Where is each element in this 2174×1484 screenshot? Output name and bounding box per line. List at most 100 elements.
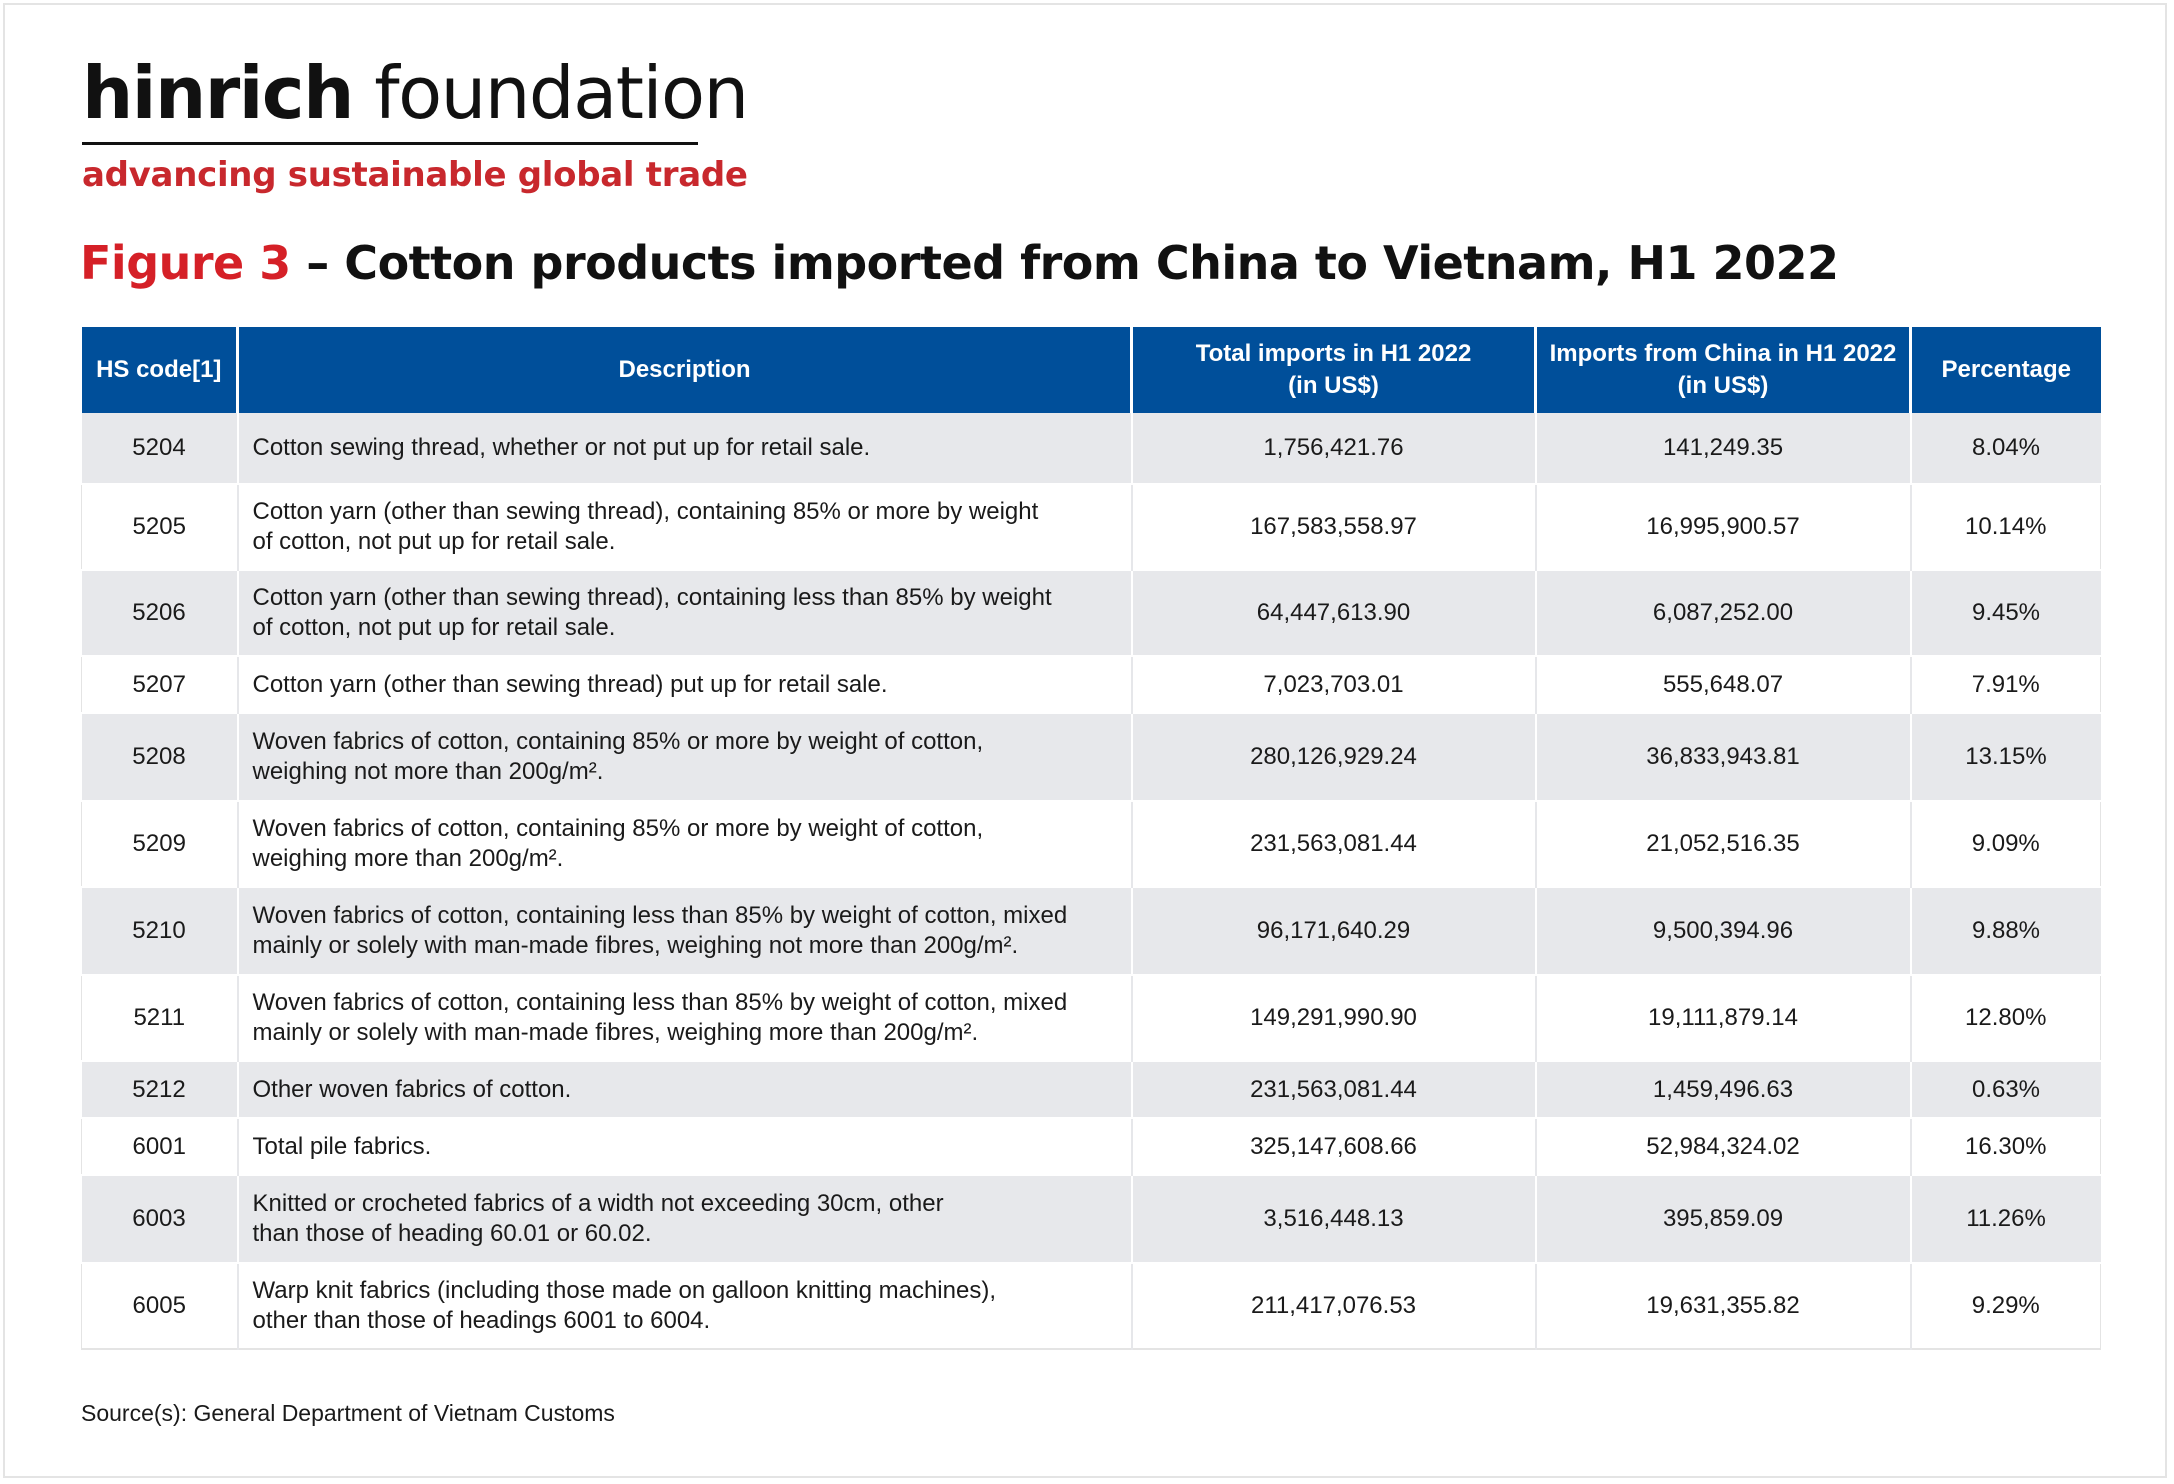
percentage-cell: 9.29% [1910, 1263, 2101, 1349]
hs-code-cell: 5207 [81, 656, 239, 713]
description-cell: Woven fabrics of cotton, containing less… [237, 887, 1133, 975]
table-row: 5205 Cotton yarn (other than sewing threa… [81, 484, 2101, 570]
china-imports-cell: 21,052,516.35 [1535, 801, 1912, 887]
description-cell: Woven fabrics of cotton, containing 85% … [237, 801, 1133, 887]
hs-code-cell: 5210 [81, 887, 239, 975]
description-line-1: Woven fabrics of cotton, containing less… [252, 989, 1068, 1016]
description-line-2: than those of heading 60.01 or 60.02. [252, 1220, 652, 1247]
figure-label: Figure 3 [80, 236, 291, 290]
table-row: 5208 Woven fabrics of cotton, containing … [81, 713, 2101, 801]
description-line-1: Cotton yarn (other than sewing thread) p… [252, 670, 888, 698]
description-cell: Knitted or crocheted fabrics of a width … [237, 1175, 1133, 1263]
percentage-cell: 8.04% [1910, 413, 2101, 484]
description-cell: Cotton sewing thread, whether or not put… [237, 413, 1133, 484]
percentage-cell: 9.45% [1910, 570, 2101, 656]
percentage-cell: 9.09% [1910, 801, 2101, 887]
hs-code-cell: 6003 [81, 1175, 239, 1263]
description-line-1: Warp knit fabrics (including those made … [252, 1277, 996, 1304]
logo-light-text: foundation [374, 51, 749, 135]
hinrich-logo: hinrich foundation advancing sustainable… [82, 50, 749, 195]
total-imports-cell: 1,756,421.76 [1131, 413, 1537, 484]
china-imports-cell: 395,859.09 [1535, 1175, 1912, 1263]
percentage-cell: 16.30% [1910, 1118, 2101, 1175]
header-china-line2: (in US$) [1677, 372, 1769, 399]
description-line-1: Knitted or crocheted fabrics of a width … [252, 1190, 944, 1217]
description-line-1: Cotton yarn (other than sewing thread), … [252, 584, 1052, 611]
header-china-line1: Imports from China in H1 2022 [1549, 340, 1897, 367]
description-line-1: Other woven fabrics of cotton. [252, 1075, 572, 1103]
total-imports-cell: 96,171,640.29 [1131, 887, 1537, 975]
description-line-1: Cotton yarn (other than sewing thread), … [252, 498, 1039, 525]
total-imports-cell: 3,516,448.13 [1131, 1175, 1537, 1263]
description-line-2: of cotton, not put up for retail sale. [252, 614, 616, 641]
table-row: 5207 Cotton yarn (other than sewing threa… [81, 656, 2101, 713]
description-cell: Cotton yarn (other than sewing thread), … [237, 484, 1133, 570]
total-imports-cell: 167,583,558.97 [1131, 484, 1537, 570]
china-imports-cell: 52,984,324.02 [1535, 1118, 1912, 1175]
percentage-cell: 9.88% [1910, 887, 2101, 975]
china-imports-cell: 19,631,355.82 [1535, 1263, 1912, 1349]
header-percentage: Percentage [1910, 327, 2101, 413]
china-imports-cell: 6,087,252.00 [1535, 570, 1912, 656]
table-row: 6005 Warp knit fabrics (including those m… [81, 1263, 2101, 1349]
table-row: 5209 Woven fabrics of cotton, containing … [81, 801, 2101, 887]
figure-title-text: – Cotton products imported from China to… [306, 236, 1839, 290]
total-imports-cell: 231,563,081.44 [1131, 1061, 1537, 1118]
china-imports-cell: 19,111,879.14 [1535, 975, 1912, 1061]
description-line-2: other than those of headings 6001 to 600… [252, 1307, 711, 1334]
description-line-1: Cotton sewing thread, whether or not put… [252, 434, 871, 461]
total-imports-cell: 231,563,081.44 [1131, 801, 1537, 887]
description-cell: Cotton yarn (other than sewing thread) p… [237, 656, 1133, 713]
hs-code-cell: 5204 [81, 413, 239, 484]
table-row: 5211 Woven fabrics of cotton, containing … [81, 975, 2101, 1061]
description-line-1: Woven fabrics of cotton, containing 85% … [252, 728, 984, 755]
description-line-2: mainly or solely with man-made fibres, w… [252, 932, 1019, 959]
china-imports-cell: 16,995,900.57 [1535, 484, 1912, 570]
header-total-imports: Total imports in H1 2022 (in US$) [1131, 327, 1537, 413]
description-cell: Cotton yarn (other than sewing thread), … [237, 570, 1133, 656]
china-imports-cell: 555,648.07 [1535, 656, 1912, 713]
total-imports-cell: 211,417,076.53 [1131, 1263, 1537, 1349]
description-line-1: Woven fabrics of cotton, containing less… [252, 902, 1068, 929]
china-imports-cell: 1,459,496.63 [1535, 1061, 1912, 1118]
source-note: Source(s): General Department of Vietnam… [81, 1400, 615, 1426]
hs-code-cell: 5205 [81, 484, 239, 570]
description-line-1: Woven fabrics of cotton, containing 85% … [252, 815, 984, 842]
description-line-2: weighing more than 200g/m². [252, 845, 564, 872]
hs-code-cell: 6005 [81, 1263, 239, 1349]
header-total-line1: Total imports in H1 2022 [1195, 340, 1472, 367]
description-line-1: Total pile fabrics. [252, 1132, 432, 1160]
total-imports-cell: 149,291,990.90 [1131, 975, 1537, 1061]
figure-title: Figure 3 – Cotton products imported from… [80, 236, 1839, 290]
description-cell: Woven fabrics of cotton, containing 85% … [237, 713, 1133, 801]
table-row: 5212 Other woven fabrics of cotton. 231,56… [81, 1061, 2101, 1118]
imports-table: HS code[1] Description Total imports in … [81, 327, 2101, 1350]
percentage-cell: 7.91% [1910, 656, 2101, 713]
description-line-2: of cotton, not put up for retail sale. [252, 528, 616, 555]
description-line-2: weighing not more than 200g/m². [252, 758, 604, 785]
table-row: 5204 Cotton sewing thread, whether or not… [81, 413, 2101, 484]
description-line-2: mainly or solely with man-made fibres, w… [252, 1019, 979, 1046]
header-china-imports: Imports from China in H1 2022 (in US$) [1535, 327, 1912, 413]
total-imports-cell: 64,447,613.90 [1131, 570, 1537, 656]
header-description: Description [237, 327, 1133, 413]
logo-rule [82, 142, 698, 145]
hs-code-cell: 5206 [81, 570, 239, 656]
percentage-cell: 13.15% [1910, 713, 2101, 801]
hs-code-cell: 5209 [81, 801, 239, 887]
table-row: 6001 Total pile fabrics. 325,147,608.66 52,… [81, 1118, 2101, 1175]
total-imports-cell: 7,023,703.01 [1131, 656, 1537, 713]
table-row: 5206 Cotton yarn (other than sewing threa… [81, 570, 2101, 656]
total-imports-cell: 280,126,929.24 [1131, 713, 1537, 801]
percentage-cell: 10.14% [1910, 484, 2101, 570]
table-body: 5204 Cotton sewing thread, whether or not… [81, 413, 2101, 1349]
description-cell: Warp knit fabrics (including those made … [237, 1263, 1133, 1349]
header-total-line2: (in US$) [1288, 372, 1379, 399]
hs-code-cell: 5208 [81, 713, 239, 801]
logo-wordmark: hinrich foundation [82, 50, 749, 136]
header-hs-code: HS code[1] [81, 327, 239, 413]
table-row: 5210 Woven fabrics of cotton, containing … [81, 887, 2101, 975]
percentage-cell: 0.63% [1910, 1061, 2101, 1118]
total-imports-cell: 325,147,608.66 [1131, 1118, 1537, 1175]
table-row: 6003 Knitted or crocheted fabrics of a wi… [81, 1175, 2101, 1263]
